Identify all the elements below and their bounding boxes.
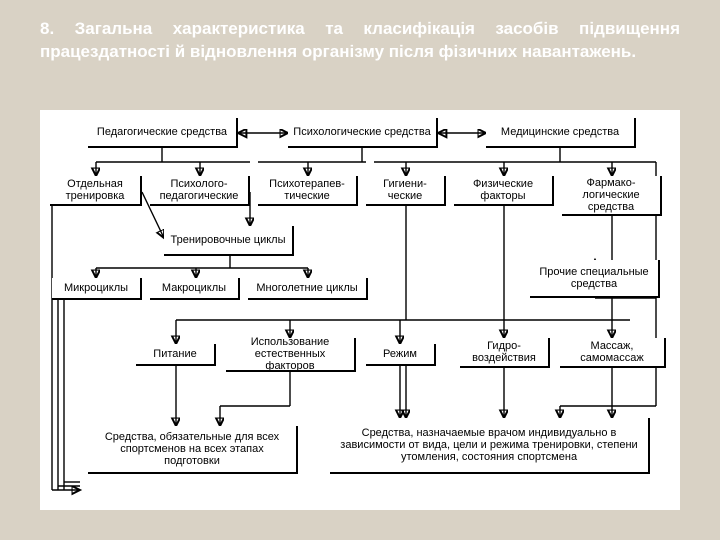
node-n_ptherap: Психотерапев- тические	[258, 176, 358, 206]
slide: 8. Загальна характеристика та класифікац…	[0, 0, 720, 540]
node-n_otd: Отдельная тренировка	[50, 176, 142, 206]
node-n_gig: Гигиени- ческие	[366, 176, 446, 206]
node-n_ped: Педагогические средства	[88, 118, 238, 148]
node-n_indiv: Средства, назначаемые врачом индивидуаль…	[330, 418, 650, 474]
node-n_psy: Психологические средства	[288, 118, 438, 148]
node-n_regime: Режим	[366, 344, 436, 366]
node-n_all: Средства, обязательные для всех спортсме…	[88, 426, 298, 474]
node-n_hydro: Гидро- воздействия	[460, 338, 550, 368]
node-n_phys: Физические факторы	[454, 176, 554, 206]
node-n_nat: Использование естественных факторов	[226, 338, 356, 372]
node-n_ppedag: Психолого- педагогические	[150, 176, 250, 206]
node-n_med: Медицинские средства	[486, 118, 636, 148]
node-n_nutr: Питание	[136, 344, 216, 366]
node-n_tcyc: Тренировочные циклы	[164, 226, 294, 256]
diagram-area: Педагогические средства Психологические с…	[40, 110, 680, 510]
node-n_mass: Массаж, самомассаж	[560, 338, 666, 368]
node-n_macro: Макроциклы	[150, 278, 240, 300]
node-n_mnogo: Многолетние циклы	[248, 278, 368, 300]
slide-title: 8. Загальна характеристика та класифікац…	[40, 18, 680, 64]
node-n_other: Прочие специальные средства	[530, 260, 660, 298]
node-n_micro: Микроциклы	[52, 278, 142, 300]
node-n_pharm: Фармако- логические средства	[562, 176, 662, 216]
